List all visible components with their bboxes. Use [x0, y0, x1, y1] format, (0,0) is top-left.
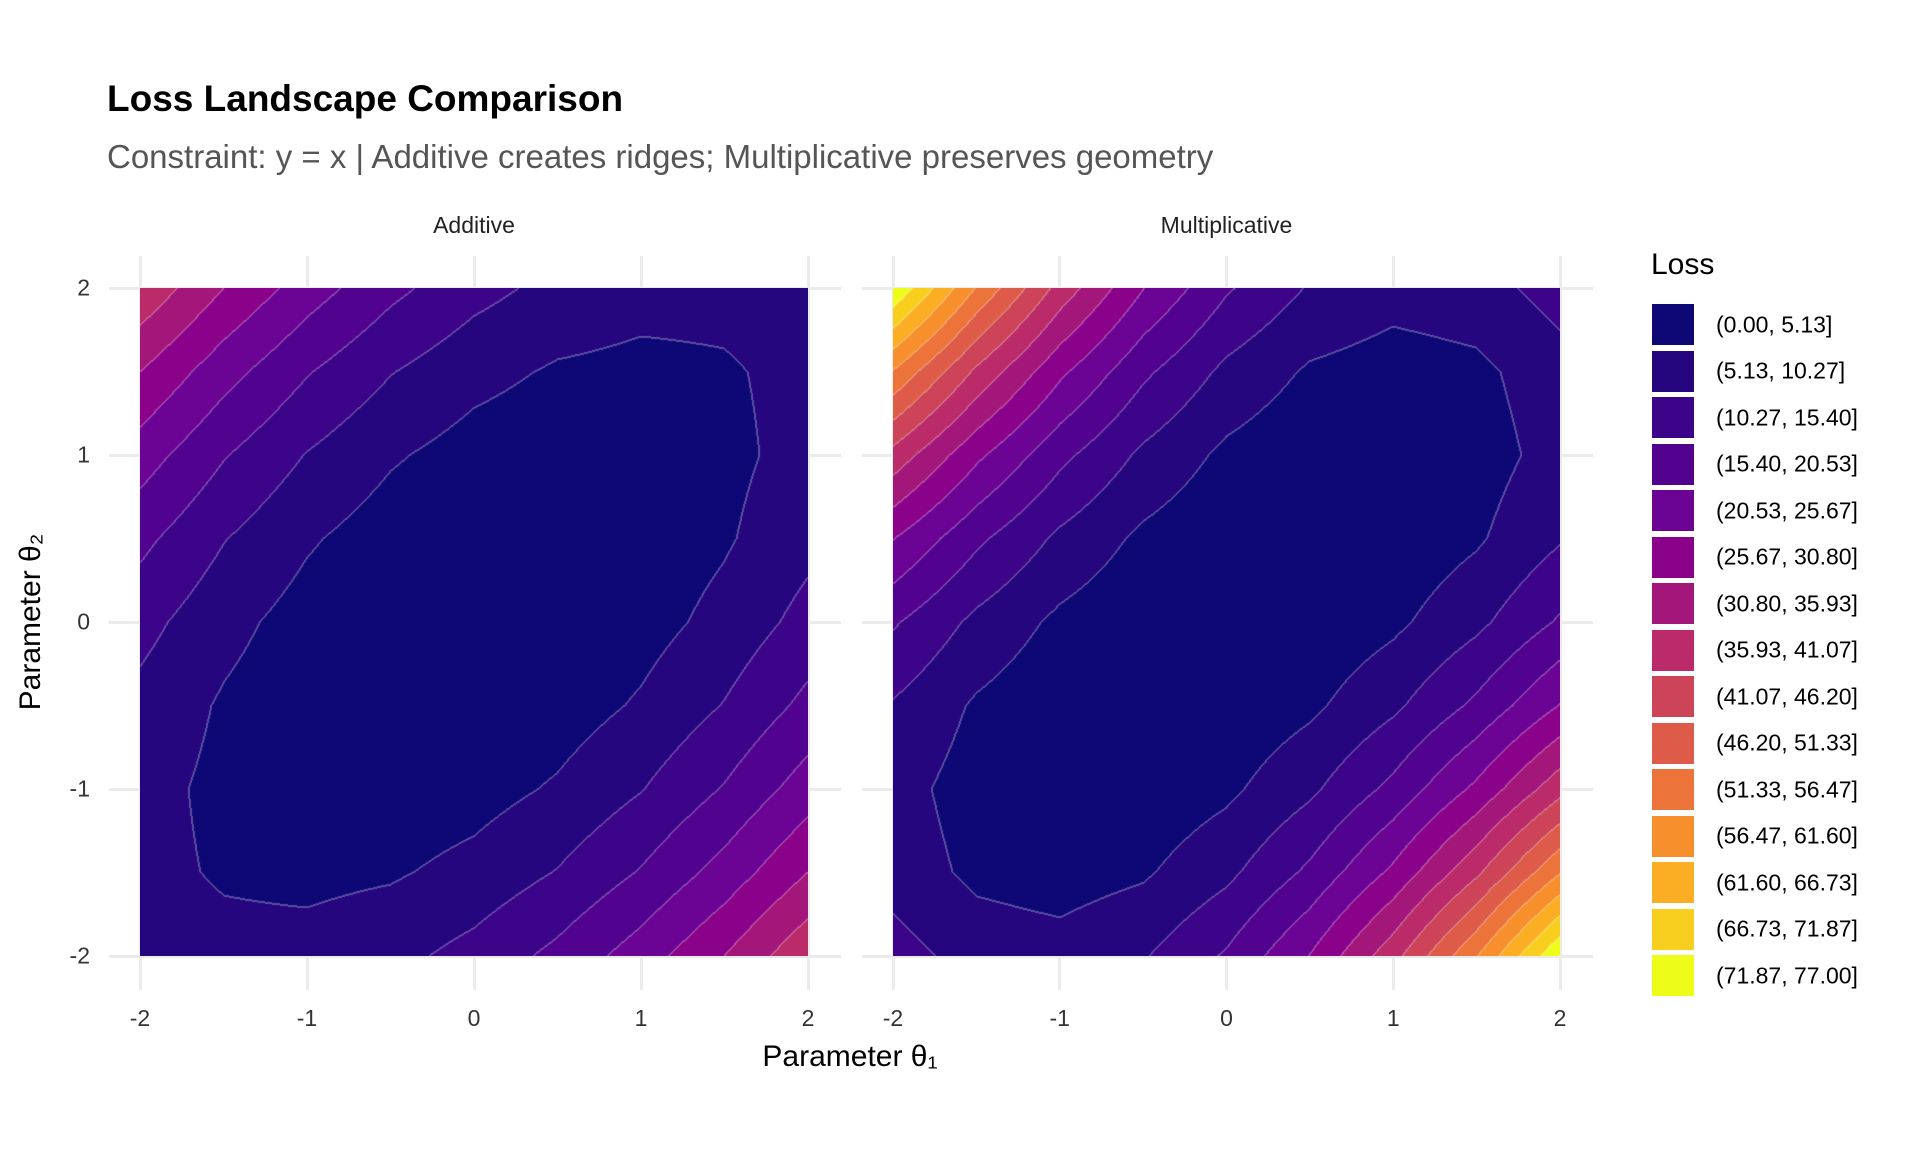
panel-strip-label: Multiplicative: [1160, 212, 1293, 238]
legend-key: [1652, 536, 1694, 578]
legend-key: [1652, 955, 1694, 996]
x-tick-label: -1: [296, 1005, 318, 1031]
legend-label: (71.87, 77.00]: [1716, 962, 1858, 988]
contour-fill-multiplicative: [893, 288, 1560, 956]
legend-label: (25.67, 30.80]: [1716, 543, 1858, 570]
legend-label: (5.13, 10.27]: [1716, 357, 1846, 384]
legend-key: [1652, 397, 1694, 438]
x-tick-label: 1: [1386, 1005, 1400, 1031]
x-axis-label: Parameter θ₁: [762, 1040, 938, 1073]
legend-label: (0.00, 5.13]: [1716, 311, 1833, 337]
panel-strip-label: Additive: [433, 212, 515, 238]
legend-label: (35.93, 41.07]: [1716, 636, 1858, 663]
y-tick-label: 0: [77, 608, 90, 635]
x-tick-label: 2: [1553, 1005, 1567, 1031]
legend-label: (46.20, 51.33]: [1716, 729, 1858, 756]
legend-key: [1652, 629, 1694, 671]
contour-fill-additive: [140, 288, 808, 956]
y-gridline: [109, 954, 841, 958]
x-tick-label: 0: [467, 1005, 481, 1031]
x-tick-label: 1: [634, 1005, 648, 1031]
legend-label: (61.60, 66.73]: [1716, 869, 1858, 895]
y-tick-label: -1: [69, 775, 90, 802]
legend-key: [1652, 908, 1694, 950]
legend-label: (41.07, 46.20]: [1716, 683, 1858, 709]
x-tick-label: 0: [1220, 1005, 1233, 1031]
y-tick-label: -2: [69, 942, 90, 969]
legend-key: [1652, 490, 1694, 531]
y-axis-label: Parameter θ₂: [14, 533, 47, 711]
legend-key: [1652, 350, 1694, 392]
legend-key: [1652, 583, 1694, 624]
legend-label: (15.40, 20.53]: [1716, 450, 1858, 477]
x-tick-label: -1: [1049, 1005, 1070, 1031]
x-tick-label: -2: [129, 1005, 151, 1031]
x-tick-label: -2: [882, 1005, 904, 1031]
legend-label: (56.47, 61.60]: [1716, 822, 1858, 849]
legend-key: [1652, 769, 1694, 810]
legend-label: (20.53, 25.67]: [1716, 497, 1858, 523]
legend-label: (66.73, 71.87]: [1716, 915, 1858, 942]
y-gridline: [862, 954, 1593, 958]
legend-key: [1652, 304, 1694, 345]
legend-title: Loss: [1651, 248, 1715, 281]
legend-key: [1652, 676, 1694, 717]
y-tick-label: 2: [77, 274, 90, 301]
x-tick-label: 2: [801, 1005, 815, 1031]
legend-label: (30.80, 35.93]: [1716, 590, 1858, 616]
chart-subtitle: Constraint: y = x | Additive creates rid…: [107, 138, 1214, 175]
legend-key: [1652, 862, 1694, 903]
legend-key: [1652, 443, 1694, 485]
y-tick-label: 1: [77, 441, 90, 468]
legend-key: [1652, 722, 1694, 764]
legend-label: (51.33, 56.47]: [1716, 776, 1858, 802]
chart-title: Loss Landscape Comparison: [107, 78, 624, 119]
legend-label: (10.27, 15.40]: [1716, 404, 1858, 430]
legend-key: [1652, 815, 1694, 857]
